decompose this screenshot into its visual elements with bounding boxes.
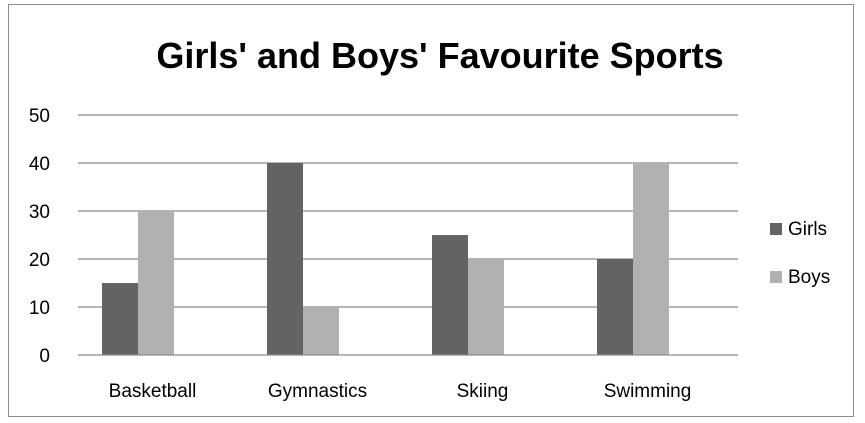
bars — [102, 163, 669, 355]
x-tick-label: Skiing — [457, 381, 509, 402]
bar-boys-swimming — [633, 163, 669, 355]
y-axis-ticks: 0 10 20 30 40 50 — [29, 106, 50, 367]
y-tick-label: 20 — [29, 250, 50, 271]
y-tick-label: 30 — [29, 202, 50, 223]
x-tick-label: Gymnastics — [268, 381, 367, 402]
y-tick-label: 0 — [39, 346, 50, 367]
x-axis-labels: Basketball Gymnastics Skiing Swimming — [109, 381, 692, 402]
legend-swatch-boys — [770, 271, 782, 283]
x-tick-label: Basketball — [109, 381, 197, 402]
legend-label-girls: Girls — [788, 219, 827, 240]
y-tick-label: 10 — [29, 298, 50, 319]
bar-girls-basketball — [102, 283, 138, 355]
bar-girls-swimming — [597, 259, 633, 355]
chart-title: Girls' and Boys' Favourite Sports — [156, 35, 723, 76]
legend-swatch-girls — [770, 223, 782, 235]
bar-girls-skiing — [432, 235, 468, 355]
bar-boys-basketball — [138, 211, 174, 355]
bar-boys-skiing — [468, 259, 504, 355]
y-tick-label: 50 — [29, 106, 50, 127]
y-tick-label: 40 — [29, 154, 50, 175]
x-tick-label: Swimming — [604, 381, 692, 402]
bar-girls-gymnastics — [267, 163, 303, 355]
bar-boys-gymnastics — [303, 307, 339, 355]
legend-label-boys: Boys — [788, 267, 830, 288]
legend: Girls Boys — [770, 219, 830, 288]
